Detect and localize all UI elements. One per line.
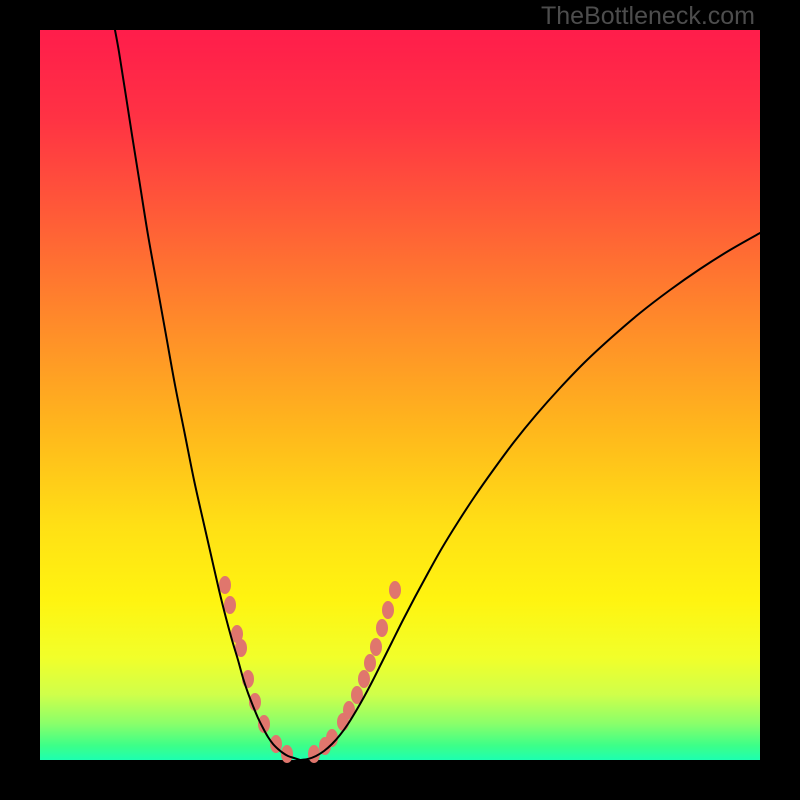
watermark-text: TheBottleneck.com [541, 2, 755, 31]
plot-area [40, 30, 760, 760]
chart-frame: TheBottleneck.com [0, 0, 800, 800]
